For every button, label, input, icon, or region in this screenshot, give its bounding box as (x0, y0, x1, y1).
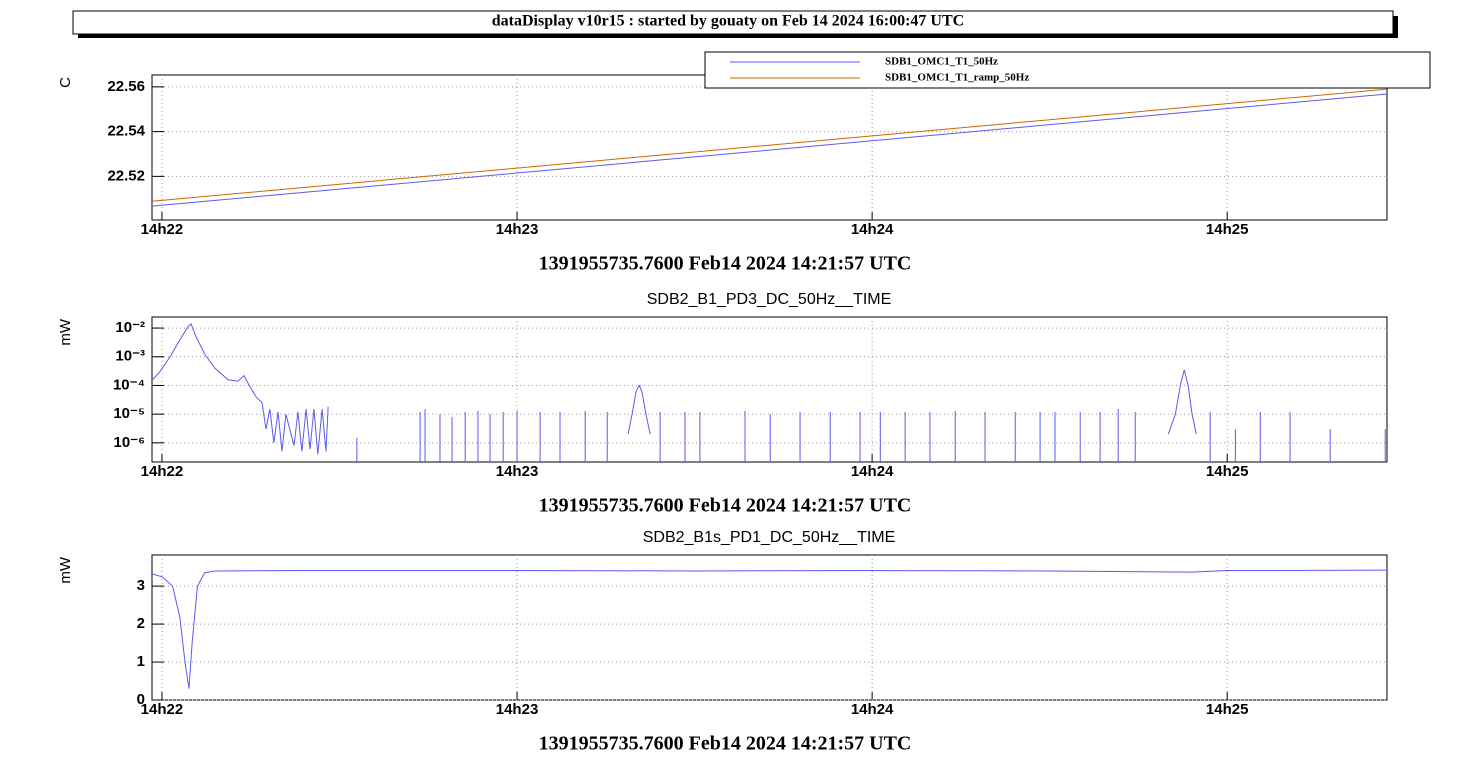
y-axis-label: mW (57, 318, 74, 345)
x-axis-label: 1391955735.7600 Feb14 2024 14:21:57 UTC (539, 733, 912, 755)
x-tick-label: 14h23 (496, 701, 539, 718)
x-tick-label: 14h24 (851, 701, 894, 718)
x-tick-label: 14h25 (1206, 463, 1249, 480)
title-box (72, 10, 1394, 35)
legend-box (704, 51, 1431, 89)
data-line (152, 88, 1387, 202)
plot-frame (151, 554, 1388, 701)
x-tick-label: 14h25 (1206, 701, 1249, 718)
x-tick-label: 14h23 (496, 221, 539, 238)
y-tick-label: 10⁻⁴ (113, 376, 145, 393)
data-line (152, 569, 1387, 689)
y-tick-label: 3 (137, 577, 145, 594)
y-tick-label: 22.54 (107, 123, 145, 140)
x-tick-label: 14h22 (141, 463, 184, 480)
plot-frame (151, 74, 1388, 221)
y-tick-label: 10⁻⁵ (113, 405, 145, 422)
data-line (152, 322, 1386, 462)
legend-label: SDB1_OMC1_T1_50Hz (885, 56, 998, 68)
y-tick-label: 10⁻⁶ (113, 434, 145, 451)
y-tick-label: 22.56 (107, 78, 145, 95)
y-axis-label: mW (57, 556, 74, 583)
x-tick-label: 14h25 (1206, 221, 1249, 238)
y-tick-label: 2 (137, 615, 145, 632)
y-tick-label: 10⁻³ (115, 348, 145, 365)
panel-title: SDB2_B1s_PD1_DC_50Hz__TIME (643, 529, 896, 546)
x-axis-label: 1391955735.7600 Feb14 2024 14:21:57 UTC (539, 495, 912, 517)
x-axis-label: 1391955735.7600 Feb14 2024 14:21:57 UTC (539, 253, 912, 275)
x-tick-label: 14h23 (496, 463, 539, 480)
legend-label: SDB1_OMC1_T1_ramp_50Hz (885, 72, 1029, 84)
window-title: dataDisplay v10r15 : started by gouaty o… (492, 13, 964, 30)
y-axis-label: C (57, 77, 74, 88)
x-tick-label: 14h22 (141, 221, 184, 238)
x-tick-label: 14h22 (141, 701, 184, 718)
plot-frame (151, 316, 1388, 463)
x-tick-label: 14h24 (851, 221, 894, 238)
data-line (152, 93, 1387, 207)
y-tick-label: 22.52 (107, 167, 145, 184)
y-tick-label: 1 (137, 653, 145, 670)
y-tick-label: 0 (137, 691, 145, 708)
x-tick-label: 14h24 (851, 463, 894, 480)
panel-title: SDB2_B1_PD3_DC_50Hz__TIME (647, 291, 892, 308)
y-tick-label: 10⁻² (115, 319, 145, 336)
